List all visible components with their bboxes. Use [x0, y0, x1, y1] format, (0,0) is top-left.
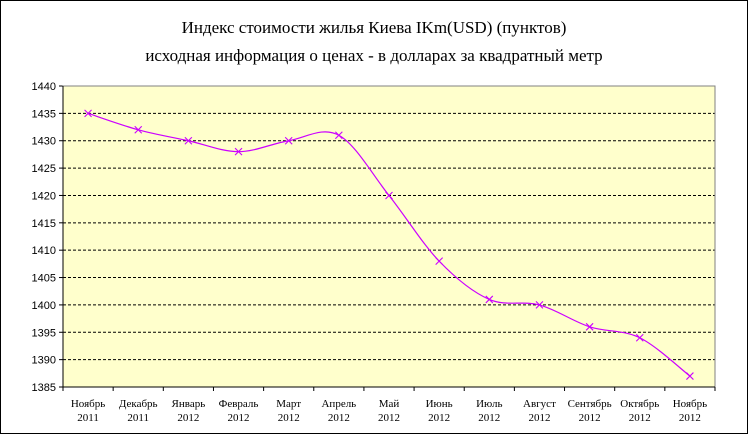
y-tick-label: 1400 — [32, 300, 56, 312]
plot-background — [63, 86, 715, 387]
x-tick-label-year: 2012 — [679, 412, 701, 424]
x-tick-label-year: 2011 — [127, 412, 149, 424]
x-tick-label-month: Август — [523, 398, 556, 410]
x-tick-label-month: Июнь — [426, 398, 453, 410]
x-tick-label-month: Ноябрь — [673, 398, 707, 410]
y-tick-label: 1410 — [32, 245, 56, 257]
plot-area: 1385 1390 1395 1400 1405 1410 1415 1420 1425 1430… — [32, 81, 716, 424]
x-tick-label-month: Сентябрь — [568, 398, 612, 410]
y-tick-label: 1440 — [32, 81, 56, 93]
x-tick-label-year: 2011 — [77, 412, 99, 424]
data-point — [485, 295, 494, 304]
x-tick-label-month: Июль — [476, 398, 502, 410]
data-point — [435, 257, 444, 266]
y-tick-label: 1415 — [32, 218, 56, 230]
data-point — [635, 333, 644, 342]
y-tick-label: 1435 — [32, 108, 56, 120]
y-tick-label: 1390 — [32, 355, 56, 367]
data-point — [284, 136, 293, 145]
y-tick-label: 1425 — [32, 163, 56, 175]
data-point — [385, 191, 393, 200]
x-tick-label-year: 2012 — [328, 412, 350, 424]
x-tick-label-year: 2012 — [378, 412, 400, 424]
x-tick-label-year: 2012 — [478, 412, 500, 424]
x-tick-label-year: 2012 — [428, 412, 450, 424]
x-tick-label-month: Май — [379, 398, 400, 410]
data-point — [686, 372, 694, 380]
data-point — [334, 131, 343, 140]
x-tick-label-month: Январь — [172, 398, 206, 410]
x-tick-label-year: 2012 — [629, 412, 651, 424]
x-tick-label-year: 2012 — [228, 412, 250, 424]
y-tick-label: 1385 — [32, 382, 56, 394]
x-tick-label-year: 2012 — [528, 412, 550, 424]
x-tick-label-month: Март — [276, 398, 301, 410]
y-tick-label: 1405 — [32, 273, 56, 285]
x-tick-label-year: 2012 — [177, 412, 199, 424]
data-point — [535, 301, 544, 309]
x-tick-label-month: Февраль — [219, 398, 259, 410]
chart-title: Индекс стоимости жилья Киева IKm(USD) (п… — [182, 18, 567, 37]
data-point — [585, 322, 594, 331]
data-point — [134, 125, 143, 134]
x-tick-label-month: Октябрь — [620, 398, 659, 410]
y-tick-label: 1420 — [32, 190, 56, 202]
x-tick-label-month: Ноябрь — [71, 398, 105, 410]
x-tick-label-year: 2012 — [278, 412, 300, 424]
y-tick-label: 1430 — [32, 136, 56, 148]
x-tick-label-year: 2012 — [579, 412, 601, 424]
chart-subtitle: исходная информация о ценах - в долларах… — [145, 46, 602, 65]
data-point — [184, 136, 193, 145]
data-point — [234, 147, 243, 156]
y-tick-label: 1395 — [32, 327, 56, 339]
x-tick-label-month: Апрель — [321, 398, 356, 410]
x-tick-label-month: Декабрь — [119, 398, 158, 410]
data-point — [84, 109, 92, 118]
